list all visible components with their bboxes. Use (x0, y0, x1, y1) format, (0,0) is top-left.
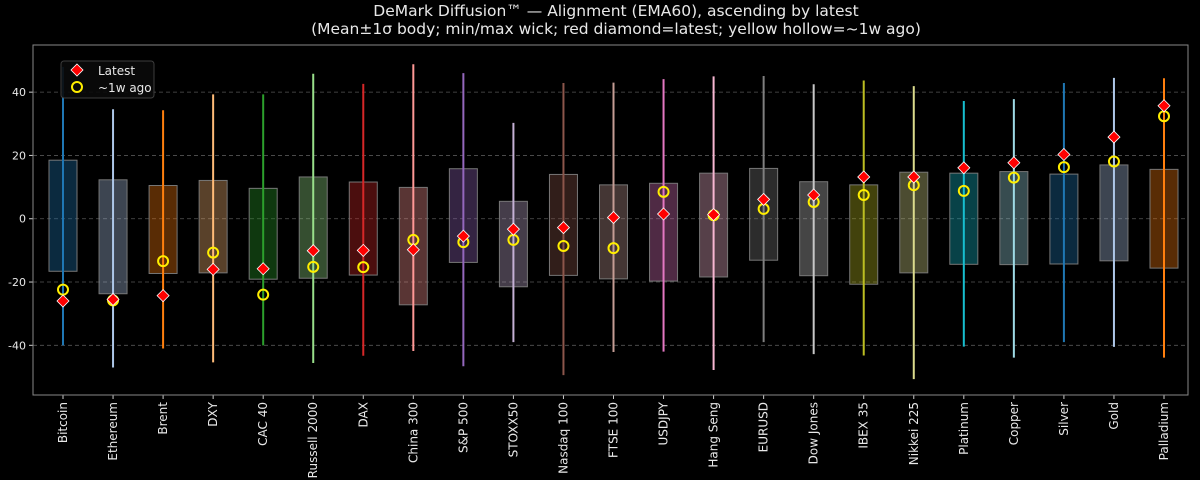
series-item (398, 64, 428, 352)
series-item (749, 76, 779, 343)
series-item (498, 122, 528, 343)
latest-marker (56, 294, 70, 308)
week-ago-marker (1057, 161, 1070, 174)
legend-circle-icon (71, 81, 83, 93)
latest-marker (907, 170, 921, 184)
series-item (98, 109, 128, 368)
week-ago-marker (607, 242, 620, 255)
x-tick-label: DXY (206, 401, 220, 426)
plot-frame (32, 44, 1189, 396)
week-ago-marker (257, 288, 270, 301)
series-item (999, 99, 1029, 358)
y-tick-label: -40 (8, 339, 26, 352)
x-tick-label: Russell 2000 (306, 402, 320, 478)
y-tick-label: 0 (19, 213, 26, 226)
series-item (548, 82, 578, 376)
series-item (448, 73, 478, 367)
latest-marker (807, 188, 821, 202)
series-item (1099, 77, 1129, 347)
latest-marker (506, 222, 520, 236)
latest-marker (757, 192, 771, 206)
plot-series (48, 64, 1179, 380)
y-tick-label: 40 (12, 86, 26, 99)
x-tick-label: Ethereum (106, 402, 120, 461)
x-tick-label: FTSE 100 (607, 402, 621, 458)
x-tick-label: Hang Seng (707, 402, 721, 468)
series-item (48, 66, 78, 346)
series-item (198, 94, 228, 363)
week-ago-marker (207, 246, 220, 259)
latest-marker (1107, 130, 1121, 144)
series-item (699, 76, 729, 370)
x-tick-label: EURUSD (757, 402, 771, 452)
week-ago-marker (657, 185, 670, 198)
series-item (298, 73, 328, 364)
x-axis: Bitcoin Ethereum Brent DXY CAC 40 Russell 200… (56, 395, 1171, 478)
series-item (348, 83, 378, 356)
latest-marker (156, 289, 170, 303)
series-item (799, 84, 829, 355)
series-item (649, 79, 679, 352)
latest-marker (1157, 99, 1171, 113)
series-item (949, 101, 979, 347)
x-tick-label: IBEX 35 (857, 402, 871, 449)
legend-diamond-icon (70, 63, 84, 77)
series-item (148, 110, 178, 349)
latest-marker (1007, 156, 1021, 170)
series-item (849, 80, 879, 356)
latest-marker (306, 244, 320, 258)
week-ago-marker (957, 184, 970, 197)
latest-marker (707, 208, 721, 222)
latest-marker (356, 243, 370, 257)
x-tick-label: Bitcoin (56, 402, 70, 443)
x-tick-label: STOXX50 (506, 402, 520, 457)
latest-marker (256, 262, 270, 276)
latest-marker (406, 243, 420, 257)
x-tick-label: Gold (1107, 402, 1121, 430)
legend-label-week-ago: ~1w ago (98, 81, 152, 95)
x-tick-label: China 300 (406, 402, 420, 463)
y-axis: -40 -20 0 20 40 (8, 86, 33, 352)
week-ago-marker (357, 261, 370, 274)
week-ago-marker (157, 255, 170, 268)
x-tick-label: Nasdaq 100 (556, 402, 570, 474)
latest-marker (556, 221, 571, 235)
x-tick-label: Silver (1057, 402, 1071, 436)
week-ago-marker (557, 239, 570, 252)
latest-marker (206, 262, 220, 276)
x-tick-label: Palladium (1157, 402, 1171, 460)
latest-marker (456, 229, 470, 243)
chart-title: DeMark Diffusion™ — Alignment (EMA60), a… (373, 2, 858, 20)
x-tick-label: Nikkei 225 (907, 402, 921, 465)
x-tick-label: CAC 40 (256, 402, 270, 446)
y-tick-label: -20 (8, 276, 26, 289)
week-ago-marker (307, 260, 320, 273)
y-tick-label: 20 (12, 149, 26, 162)
latest-marker (857, 170, 871, 184)
series-item (248, 94, 278, 346)
x-tick-label: USDJPY (657, 401, 671, 445)
series-item (1149, 78, 1179, 358)
legend-label-latest: Latest (98, 64, 135, 78)
series-item (899, 86, 929, 380)
latest-marker (106, 292, 120, 306)
latest-marker (606, 210, 621, 225)
latest-marker (1057, 147, 1071, 162)
legend: Latest ~1w ago (60, 60, 155, 99)
week-ago-marker (1007, 171, 1020, 184)
x-tick-label: Dow Jones (807, 402, 821, 464)
week-ago-marker (1107, 155, 1120, 168)
x-tick-label: S&P 500 (456, 402, 470, 453)
x-tick-label: Brent (156, 402, 170, 435)
chart-subtitle: (Mean±1σ body; min/max wick; red diamond… (311, 20, 921, 38)
x-tick-label: Copper (1007, 402, 1021, 445)
latest-marker (656, 207, 671, 221)
latest-marker (957, 161, 971, 175)
series-item (599, 82, 628, 352)
week-ago-marker (857, 189, 870, 201)
x-tick-label: Platinum (957, 402, 971, 455)
series-item (1049, 82, 1079, 343)
x-tick-label: DAX (356, 402, 370, 427)
